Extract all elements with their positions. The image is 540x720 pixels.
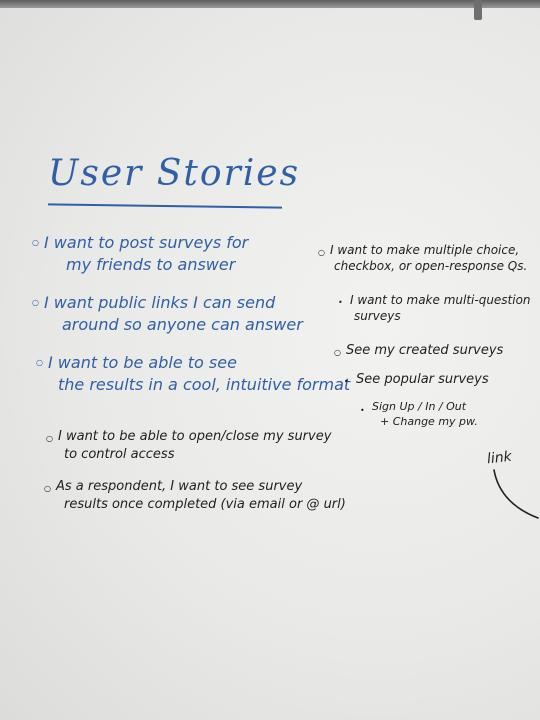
story-line: around so anyone can answer <box>62 314 303 334</box>
story-line: I want to post surveys for <box>44 233 249 252</box>
story-line: I want to be able to open/close my surve… <box>58 429 332 444</box>
bullet-dot: ○ <box>36 358 43 367</box>
title-underline <box>47 203 283 209</box>
story-line: As a respondent, I want to see survey <box>56 479 303 494</box>
story-post-surveys: ○ I want to post surveys for my friends … <box>32 232 249 275</box>
story-line: to control access <box>64 446 175 462</box>
story-line: + Change my pw. <box>380 414 478 428</box>
bullet-dot: • <box>344 377 349 386</box>
story-auth: • Sign Up / In / Out + Change my pw. <box>360 400 478 430</box>
bullet-dot: ○ <box>334 348 341 357</box>
story-popular-surveys: • See popular surveys <box>344 371 489 389</box>
bullet-dot: ○ <box>44 484 51 493</box>
story-line: the results in a cool, intuitive format <box>58 374 351 394</box>
story-line: I want to make multi-question <box>350 293 531 307</box>
bullet-dot: • <box>360 406 365 415</box>
story-line: I want to be able to see <box>48 353 237 372</box>
story-multi-question: • I want to make multi-question surveys <box>338 292 531 324</box>
story-line: I want to make multiple choice, <box>330 243 520 257</box>
story-open-close: ○ I want to be able to open/close my sur… <box>46 428 332 463</box>
board-title: User Stories <box>48 153 301 194</box>
link-arrow-icon <box>493 469 539 519</box>
story-line: my friends to answer <box>66 254 236 274</box>
story-question-types: ○ I want to make multiple choice, checkb… <box>318 242 528 274</box>
story-line: I want public links I can send <box>44 293 276 312</box>
bullet-dot: • <box>338 298 343 307</box>
story-see-results: ○ I want to be able to see the results i… <box>36 352 351 395</box>
story-created-surveys: ○ See my created surveys <box>334 342 504 360</box>
whiteboard-frame <box>0 0 540 8</box>
bullet-dot: ○ <box>32 298 39 307</box>
whiteboard-clip <box>474 0 482 20</box>
bullet-dot: ○ <box>46 434 53 443</box>
story-line: results once completed (via email or @ u… <box>64 496 346 512</box>
story-respondent-results: ○ As a respondent, I want to see survey … <box>44 478 346 513</box>
story-line: surveys <box>354 309 401 324</box>
story-line: See my created surveys <box>346 343 504 358</box>
bullet-dot: ○ <box>32 238 39 247</box>
story-line: See popular surveys <box>356 372 489 387</box>
story-line: Sign Up / In / Out <box>372 400 467 413</box>
story-public-links: ○ I want public links I can send around … <box>32 292 303 335</box>
story-line: checkbox, or open-response Qs. <box>334 259 528 274</box>
link-note: link <box>486 448 513 468</box>
bullet-dot: ○ <box>318 248 325 257</box>
